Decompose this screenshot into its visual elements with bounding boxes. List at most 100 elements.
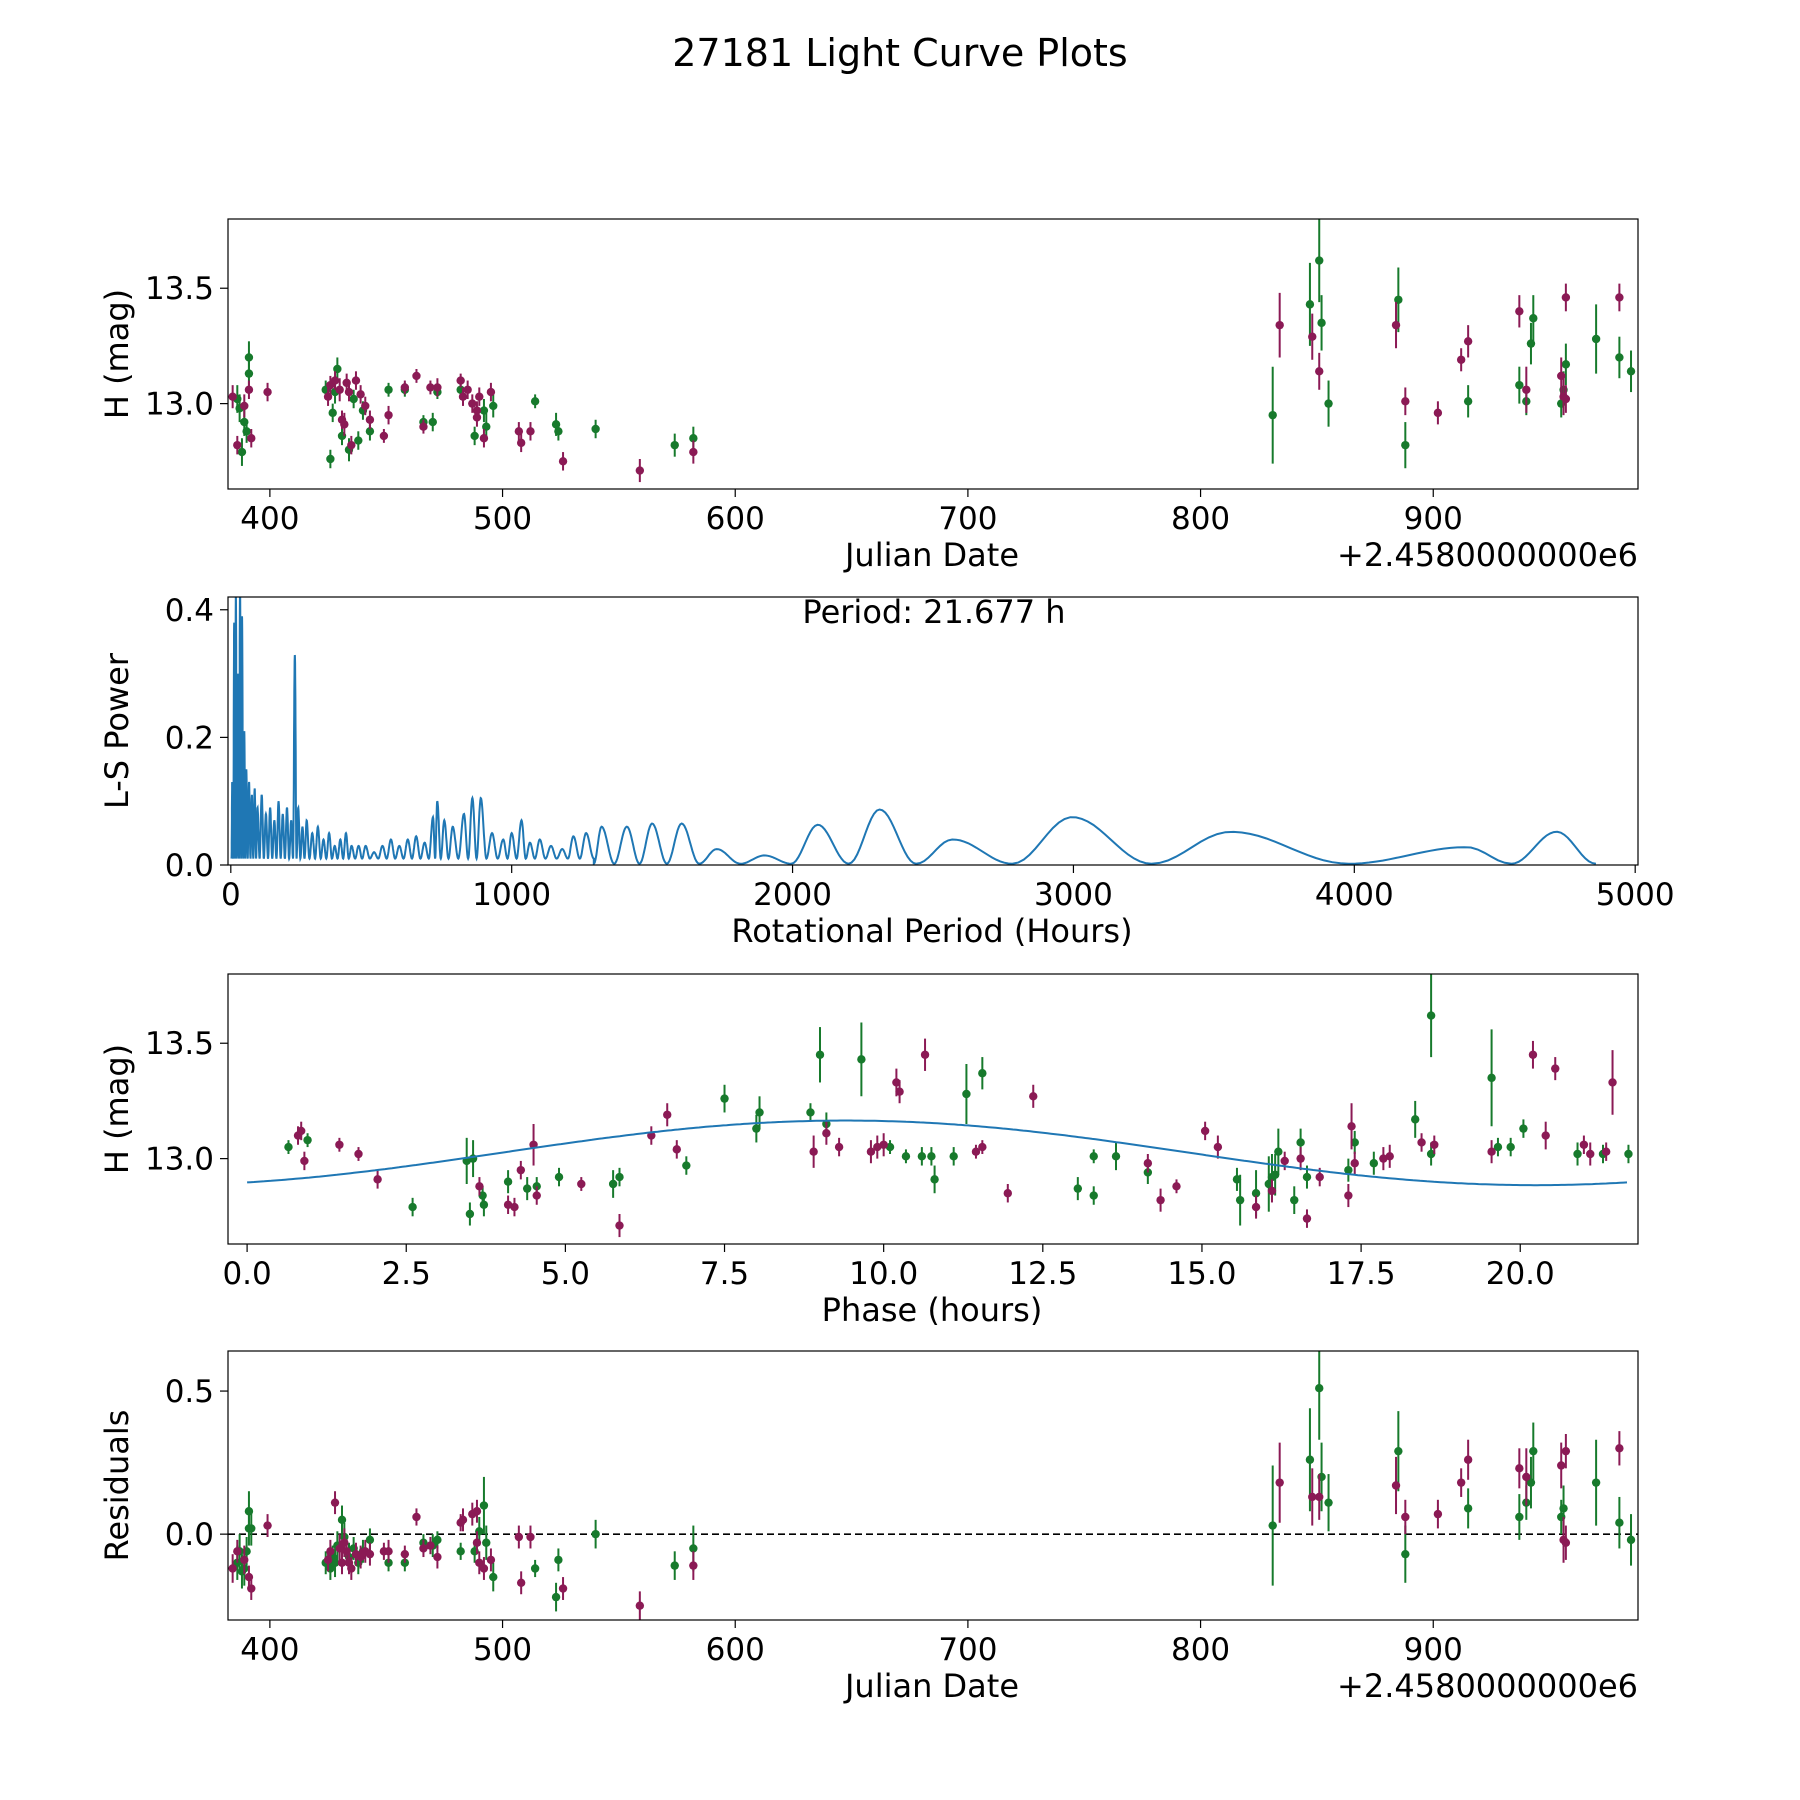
phased-plot-area [247,974,1633,1238]
lightcurve-purple-point [514,427,524,436]
residuals-purple-point [384,1547,393,1556]
lightcurve-purple-point [516,438,526,448]
residuals-purple-point [635,1601,645,1610]
residuals-purple-point [458,1515,468,1525]
lightcurve-purple-point [1308,332,1317,341]
phased-xtick-label: 2.5 [382,1256,431,1292]
phased-green-point [930,1175,939,1184]
residuals-purple-point [356,1552,365,1562]
phased-green-point [682,1161,691,1170]
lightcurve-green-point [328,408,337,418]
residuals-purple-point [558,1584,568,1593]
phased-purple-point [516,1165,526,1175]
phased-xtick-label: 10.0 [849,1256,918,1292]
lightcurve-green-point [333,364,342,374]
phased-purple-point [354,1149,363,1159]
phased-green-point [615,1172,624,1182]
lightcurve-purple-point [463,385,472,394]
phased-green-point [1344,1165,1353,1175]
lightcurve-purple-point [263,387,272,397]
residuals-purple-point [1557,1461,1566,1470]
phased-frame [227,973,1639,1245]
residuals-green-point [456,1547,465,1556]
periodogram-xtick-label: 4000 [1315,877,1394,913]
residuals-green-point [1559,1504,1568,1513]
lightcurve-green-point [242,427,251,436]
residuals-offset-label: +2.4580000000e6 [1337,1667,1638,1705]
phased-green-point [1251,1189,1261,1198]
residuals-green-point [1515,1512,1524,1522]
lightcurve-purple-point [1463,337,1473,346]
phased-model-curve [247,1119,1628,1187]
lightcurve-purple-point [412,371,421,381]
lightcurve-purple-point [426,383,435,392]
residuals-purple-point [689,1561,698,1570]
residuals-green-point [1526,1478,1536,1487]
lightcurve-purple-point [344,387,354,397]
lightcurve-purple-point [228,392,237,401]
residuals-green-point [489,1572,498,1582]
lightcurve-green-point [1315,256,1324,265]
phased-purple-point [615,1221,624,1230]
residuals-purple-point [472,1538,482,1547]
phased-purple-point [971,1147,981,1156]
lightcurve-purple-point [558,457,568,466]
phased-purple-point [672,1145,681,1154]
phased-green-point [1411,1115,1420,1124]
lightcurve-green-point [1526,339,1536,348]
residuals-green-point [1591,1478,1601,1487]
residuals-purple-point [233,1547,242,1556]
phased-xtick-label: 15.0 [1167,1256,1236,1292]
lightcurve-offset-label: +2.4580000000e6 [1337,536,1638,574]
phased-purple-point [879,1140,888,1149]
lightcurve-xtick-label: 900 [1404,501,1463,537]
lightcurve-purple-point [347,440,356,450]
phased-purple-point [1280,1156,1289,1166]
phased-green-point [554,1172,564,1182]
residuals-purple-point [1308,1492,1317,1502]
lightcurve-green-point [237,447,247,457]
lightcurve-purple-point [1557,371,1566,381]
phased-green-point [608,1179,618,1189]
phased-ylabel: H (mag) [98,1044,136,1174]
phased-purple-point [1267,1186,1277,1196]
residuals-purple-point [1615,1444,1624,1453]
residuals-purple-point [426,1541,435,1550]
phased-purple-point [577,1179,586,1189]
lightcurve-green-point [1515,380,1524,390]
periodogram-ytick-label: 0.2 [165,720,214,756]
phased-ytick-label: 13.5 [145,1026,214,1062]
phased-purple-point [1200,1126,1210,1136]
lightcurve-purple-point [335,385,344,394]
residuals-purple-point [412,1512,421,1522]
lightcurve-green-point [1529,314,1538,323]
lightcurve-xtick-label: 800 [1171,501,1230,537]
periodogram-ytick-label: 0.0 [165,848,214,884]
periodogram-xtick-label: 1000 [472,877,551,913]
residuals-green-point [689,1544,698,1553]
lightcurve-panel: 400 500 600 700 800 900 13.0 13.5 Julian Date H (… [98,218,1639,574]
phased-purple-point [1296,1154,1305,1163]
lightcurve-green-point [554,427,563,436]
lightcurve-purple-point [323,392,333,401]
residuals-ylabel: Residuals [98,1410,136,1562]
phased-purple-point [1601,1147,1611,1156]
phased-xtick-label: 17.5 [1327,1256,1396,1292]
lightcurve-plot-area [228,219,1636,483]
lightcurve-green-point [1561,360,1571,369]
lightcurve-purple-point [379,431,389,441]
lightcurve-purple-point [1522,385,1531,394]
lightcurve-xtick-label: 700 [938,501,997,537]
phased-purple-point [1347,1122,1356,1131]
lightcurve-green-point [349,394,358,404]
lightcurve-green-point [384,385,393,394]
residuals-green-point [591,1529,600,1539]
lightcurve-purple-point [1456,355,1466,364]
phased-green-point [503,1177,513,1186]
residuals-xtick-label: 900 [1404,1632,1463,1668]
residuals-purple-point [516,1578,526,1587]
lightcurve-green-point [482,422,491,431]
periodogram-xtick-label: 3000 [1034,877,1113,913]
lightcurve-green-point [1401,440,1410,450]
phased-green-point [1089,1152,1098,1161]
